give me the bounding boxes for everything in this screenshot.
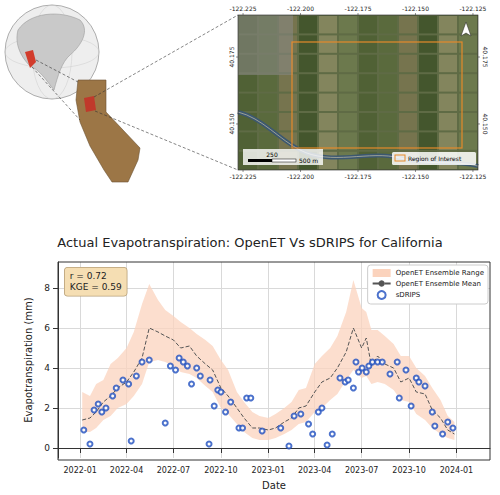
svg-text:-122.175: -122.175 xyxy=(345,173,372,180)
svg-text:OpenET Ensemble Range: OpenET Ensemble Range xyxy=(396,269,484,277)
svg-text:40.150: 40.150 xyxy=(228,113,235,134)
svg-text:6: 6 xyxy=(44,323,50,333)
svg-text:2023-04: 2023-04 xyxy=(298,466,331,475)
svg-text:2023-01: 2023-01 xyxy=(252,466,285,475)
svg-text:sDRIPS: sDRIPS xyxy=(396,291,421,299)
svg-text:Region of Interest: Region of Interest xyxy=(408,155,462,163)
svg-text:-122.150: -122.150 xyxy=(402,5,429,12)
svg-text:Evapotranspiration (mm): Evapotranspiration (mm) xyxy=(23,297,34,423)
svg-text:-122.150: -122.150 xyxy=(402,173,429,180)
svg-text:500 m: 500 m xyxy=(299,157,318,164)
svg-text:-122.125: -122.125 xyxy=(459,5,486,12)
svg-text:40.175: 40.175 xyxy=(228,46,235,67)
svg-text:-122.200: -122.200 xyxy=(287,5,314,12)
svg-text:2024-01: 2024-01 xyxy=(440,466,473,475)
svg-text:8: 8 xyxy=(44,283,50,293)
svg-text:r = 0.72: r = 0.72 xyxy=(70,271,107,281)
svg-text:40.150: 40.150 xyxy=(482,113,489,134)
svg-text:Date: Date xyxy=(262,480,286,491)
svg-text:OpenET Ensemble Mean: OpenET Ensemble Mean xyxy=(396,280,481,288)
svg-text:2022-04: 2022-04 xyxy=(110,466,143,475)
svg-text:2: 2 xyxy=(44,403,50,413)
svg-text:-122.200: -122.200 xyxy=(287,173,314,180)
svg-text:-122.225: -122.225 xyxy=(230,173,257,180)
svg-text:2023-10: 2023-10 xyxy=(392,466,425,475)
svg-text:-122.125: -122.125 xyxy=(459,173,486,180)
svg-text:-122.225: -122.225 xyxy=(230,5,257,12)
svg-text:2022-07: 2022-07 xyxy=(157,466,190,475)
svg-text:2022-10: 2022-10 xyxy=(204,466,237,475)
svg-text:KGE = 0.59: KGE = 0.59 xyxy=(70,282,122,292)
svg-text:0: 0 xyxy=(44,443,50,453)
svg-text:2022-01: 2022-01 xyxy=(63,466,96,475)
svg-text:2023-07: 2023-07 xyxy=(345,466,378,475)
svg-text:250: 250 xyxy=(266,151,278,158)
svg-text:Actual Evapotranspiration: Ope: Actual Evapotranspiration: OpenET Vs sDR… xyxy=(57,235,442,250)
svg-text:40.175: 40.175 xyxy=(482,47,489,68)
svg-text:-122.175: -122.175 xyxy=(345,5,372,12)
svg-text:4: 4 xyxy=(44,363,50,373)
